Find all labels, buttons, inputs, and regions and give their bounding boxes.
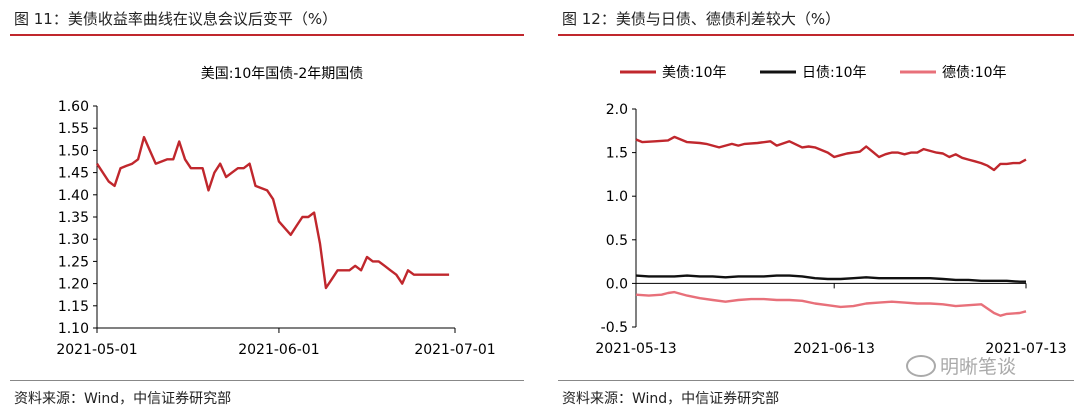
y-tick-label: 1.20 — [58, 277, 89, 293]
right-figure-title: 图 12：美债与日债、德债利差较大（%） — [562, 10, 841, 28]
right-source-note: 资料来源：Wind，中信证券研究部 — [562, 391, 780, 407]
legend-label: 日债:10年 — [802, 65, 867, 81]
left-figure-title: 图 11：美债收益率曲线在议息会议后变平（%） — [14, 10, 338, 28]
left-figure-panel: 图 11：美债收益率曲线在议息会议后变平（%） 资料来源：Wind，中信证券研究… — [0, 0, 530, 414]
series-line-1 — [95, 135, 450, 290]
chart-title: 美国:10年国债-2年期国债 — [201, 66, 364, 82]
y-tick-label: 1.5 — [606, 146, 628, 162]
x-tick-label: 2021-06-01 — [238, 342, 319, 358]
series-line-3 — [635, 290, 1027, 317]
y-tick-label: 1.45 — [58, 166, 89, 182]
y-tick-label: 1.40 — [58, 188, 89, 204]
legend-label: 美债:10年 — [662, 65, 727, 81]
y-tick-label: 1.10 — [58, 321, 89, 337]
watermark: 明晰笔谈 — [906, 352, 1016, 379]
series-line-2 — [635, 274, 1026, 283]
right-source-rule — [558, 380, 1074, 381]
left-source-note: 资料来源：Wind，中信证券研究部 — [14, 391, 232, 407]
x-tick-label: 2021-07-13 — [985, 341, 1066, 357]
x-tick-label: 2021-07-01 — [414, 342, 495, 358]
y-tick-label: 1.35 — [58, 210, 89, 226]
x-tick-label: 2021-05-01 — [56, 342, 137, 358]
left-source-rule — [10, 380, 524, 381]
watermark-text: 明晰笔谈 — [940, 356, 1017, 378]
y-tick-label: 2.0 — [606, 102, 628, 118]
wechat-icon — [906, 354, 936, 377]
y-tick-label: 1.15 — [58, 299, 89, 315]
series-line-1 — [635, 135, 1027, 172]
y-tick-label: 1.25 — [58, 254, 89, 270]
left-line-chart: 美国:10年国债-2年期国债 1.60 1.55 1.50 1.45 1.40 1.35 1.… — [56, 66, 495, 358]
y-tick-label: 0.5 — [606, 233, 628, 249]
y-tick-label: 1.30 — [58, 232, 89, 248]
y-tick-label: 0.0 — [606, 276, 628, 292]
y-tick-label: 1.60 — [58, 99, 89, 115]
legend-label: 德债:10年 — [942, 65, 1007, 81]
y-tick-label: 1.50 — [58, 143, 89, 159]
x-tick-label: 2021-06-13 — [794, 341, 875, 357]
left-title-rule — [10, 34, 524, 36]
x-tick-label: 2021-05-13 — [595, 341, 676, 357]
right-figure-panel: 图 12：美债与日债、德债利差较大（%） 资料来源：Wind，中信证券研究部 — [548, 0, 1080, 414]
y-tick-label: 1.0 — [606, 189, 628, 205]
right-title-rule — [558, 34, 1074, 36]
y-tick-label: -0.5 — [601, 320, 628, 336]
y-tick-label: 1.55 — [58, 121, 89, 137]
